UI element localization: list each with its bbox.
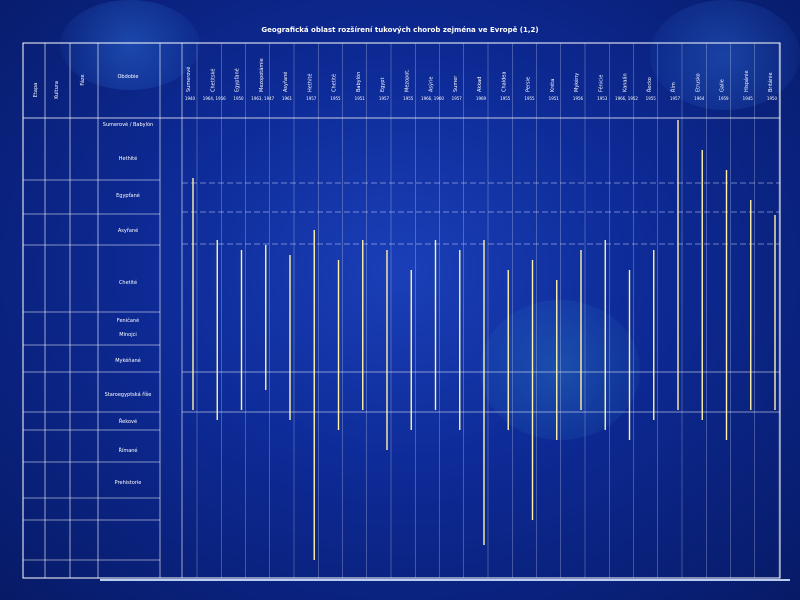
table-frame <box>22 42 781 579</box>
stratigraphy-label: Prehistorie <box>115 480 142 486</box>
column-year: 1966, 1960 <box>421 96 444 101</box>
column-year: 1955 <box>524 96 535 101</box>
stratigraphy-label: Hethité <box>119 155 137 162</box>
column-year: 1956 <box>573 96 584 101</box>
stratigraphy-label: Minojci <box>119 332 136 338</box>
column-year: 1959 <box>718 96 729 101</box>
column-year: 1957 <box>452 96 463 101</box>
column-year: 1957 <box>670 96 681 101</box>
column-label: Británie <box>767 72 774 92</box>
column-label: Řím <box>669 82 677 92</box>
stratigraphy-label: Chetité <box>119 279 137 286</box>
footer-line <box>100 579 790 581</box>
range-bars <box>192 120 776 560</box>
column-label: Hispánie <box>743 70 750 92</box>
grid <box>22 42 781 579</box>
column-year: 1969 <box>476 96 487 101</box>
column-year: 1955 <box>646 96 657 101</box>
header-label: Obdobie <box>118 74 139 80</box>
column-label: Sumer <box>453 75 459 92</box>
column-year: 1957 <box>379 96 390 101</box>
column-year: 1957 <box>306 96 317 101</box>
column-labels: Sumerové 1940 Chetitské 1964, 1956 Egypťané 1… <box>185 58 778 101</box>
column-year: 1955 <box>330 96 341 101</box>
column-year: 1940 <box>185 96 196 101</box>
column-year: 1955 <box>500 96 511 101</box>
column-year: 1964 <box>694 96 705 101</box>
column-year: 1950 <box>767 96 778 101</box>
column-label: Babylón <box>355 72 362 92</box>
column-label: Chaldea <box>501 72 507 92</box>
stratigraphy-label: Staroegyptská říše <box>105 391 152 398</box>
column-label: Galie <box>720 79 726 92</box>
column-year: 1953 <box>597 96 608 101</box>
header-label: Fáze <box>79 74 86 85</box>
column-label: Kréta <box>549 79 556 92</box>
stratigraphy-label: Sumerové / Babylón <box>103 121 153 128</box>
column-label: Kanaán <box>622 73 629 92</box>
stratigraphy-label: Asyřané <box>118 227 138 234</box>
column-year: 1951 <box>549 96 560 101</box>
column-label: Persie <box>526 77 532 92</box>
column-label: Akkad <box>477 77 483 92</box>
column-year: 1945 <box>743 96 754 101</box>
header-label: Etapa <box>33 83 39 97</box>
header-row: Etapa Kultura Fáze Obdobie <box>33 74 138 99</box>
column-year: 1951 <box>355 96 366 101</box>
stratigraphy-label: Řekové <box>119 417 137 425</box>
stratigraphy-labels: Sumerové / Babylón Hethité Egypťané Asyřané… <box>103 121 153 486</box>
column-label: Mezopot. <box>404 69 410 92</box>
stratigraphy-label: Egypťané <box>116 192 140 199</box>
column-label: Egypt <box>380 78 386 92</box>
stratigraphy-label: Mykéňané <box>115 357 141 364</box>
column-label: Chetitské <box>209 69 216 92</box>
column-label: Mezopotámie <box>258 58 265 92</box>
stratigraphy-label: Feničané <box>117 317 139 324</box>
column-label: Fénicie <box>597 75 604 92</box>
column-label: Etrusko <box>695 73 701 92</box>
column-label: Sumerové <box>185 67 192 92</box>
column-year: 1964, 1956 <box>203 96 226 101</box>
chart-title: Geografická oblast rozšírení tukových ch… <box>261 25 538 34</box>
column-label: Asýrie <box>428 76 435 92</box>
column-label: Hethité <box>306 74 313 92</box>
column-label: Chetité <box>331 74 338 92</box>
column-label: Řecko <box>645 77 653 92</box>
column-label: Asyřané <box>282 72 289 92</box>
header-label: Kultura <box>54 81 60 99</box>
column-year: 1963, 1947 <box>251 96 274 101</box>
column-year: 1961 <box>282 96 293 101</box>
column-year: 1950 <box>233 96 244 101</box>
column-label: Mykény <box>573 73 580 92</box>
column-label: Egypťané <box>234 68 241 92</box>
column-year: 1966, 1952 <box>615 96 638 101</box>
stratigraphy-label: Římané <box>118 446 137 454</box>
column-year: 1955 <box>403 96 414 101</box>
